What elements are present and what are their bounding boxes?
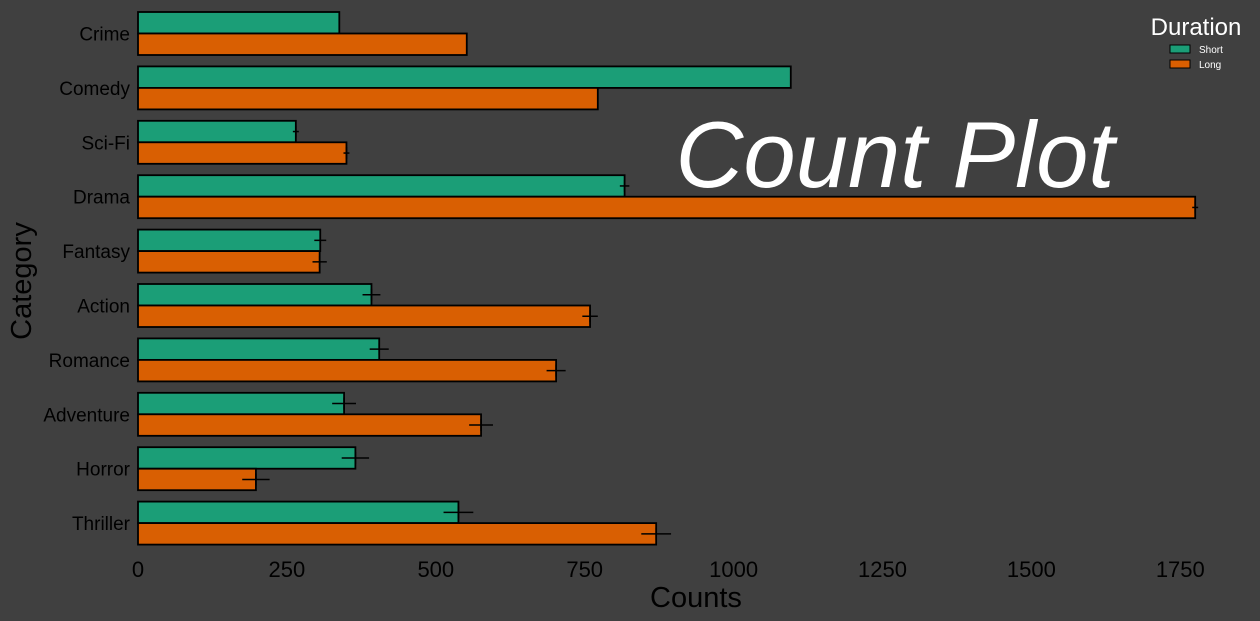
y-tick-label: Thriller [72,514,131,535]
bar-comedy-short [137,65,792,89]
bar-thriller-long [137,522,658,546]
bar-drama-short [137,174,626,198]
y-tick-label: Crime [79,25,130,46]
legend-item-long: Long [1169,59,1221,71]
errorbar-drama-long [1192,201,1199,214]
bar-horror-long [137,467,257,492]
legend: Duration Short Long [1151,14,1242,71]
y-axis-label: Category [6,222,38,340]
y-tick-label: Action [77,297,130,318]
y-tick-label: Fantasy [62,242,130,263]
errorbar-fantasy-short [314,234,327,247]
y-tick-label: Sci-Fi [81,133,130,154]
legend-item-short: Short [1169,44,1223,56]
y-tick-labels: Crime Comedy Sci-Fi Drama Fantasy Action Roman… [43,25,130,536]
errorbar-sci-fi-short [292,125,299,138]
x-tick-label: 250 [269,557,306,582]
x-tick-label: 1750 [1156,557,1205,582]
bar-adventure-short [137,391,345,416]
x-tick-labels: 0 250 500 750 1000 1250 1500 1750 [132,557,1205,582]
errorbar-horror-long [242,473,270,486]
bar-romance-short [137,337,381,361]
errorbar-adventure-long [469,419,493,432]
errorbars-layer [242,125,1199,540]
y-tick-label: Drama [73,188,130,209]
y-tick-label: Horror [76,460,131,481]
bar-horror-short [137,446,357,470]
bar-crime-short [137,11,341,35]
errorbar-drama-short [619,179,630,192]
errorbar-adventure-short [332,397,356,410]
bar-sci-fi-short [137,119,297,144]
x-tick-label: 1250 [858,557,907,582]
errorbar-romance-short [369,343,389,356]
x-tick-label: 500 [417,557,454,582]
bar-comedy-long [137,87,599,111]
x-tick-label: 1000 [709,557,758,582]
errorbar-horror-short [341,451,370,464]
errorbar-sci-fi-long [343,147,350,160]
bar-thriller-short [137,500,460,525]
bar-action-short [137,283,373,307]
errorbar-action-long [582,310,598,323]
bar-fantasy-long [137,250,321,274]
bar-crime-long [137,32,468,56]
errorbar-thriller-short [443,506,474,519]
x-tick-label: 1500 [1007,557,1056,582]
errorbar-romance-long [546,364,566,377]
y-tick-label: Comedy [59,79,130,100]
legend-label: Short [1199,45,1223,56]
x-tick-label: 0 [132,557,144,582]
errorbar-fantasy-long [312,255,327,268]
errorbar-action-short [362,288,381,301]
x-axis-label: Counts [650,582,742,614]
legend-swatch [1169,44,1191,54]
x-tick-label: 750 [566,557,603,582]
bar-sci-fi-long [137,141,348,165]
y-tick-label: Adventure [43,405,130,426]
bar-action-long [137,304,591,328]
bar-adventure-long [137,413,482,437]
y-tick-label: Romance [49,351,130,372]
legend-title: Duration [1151,14,1242,41]
bar-romance-long [137,358,558,383]
chart-title: Count Plot [676,102,1119,207]
bars-layer [137,11,1197,546]
legend-label: Long [1199,60,1221,71]
bar-fantasy-short [137,228,322,253]
errorbar-thriller-long [641,527,672,540]
legend-swatch [1169,59,1191,69]
